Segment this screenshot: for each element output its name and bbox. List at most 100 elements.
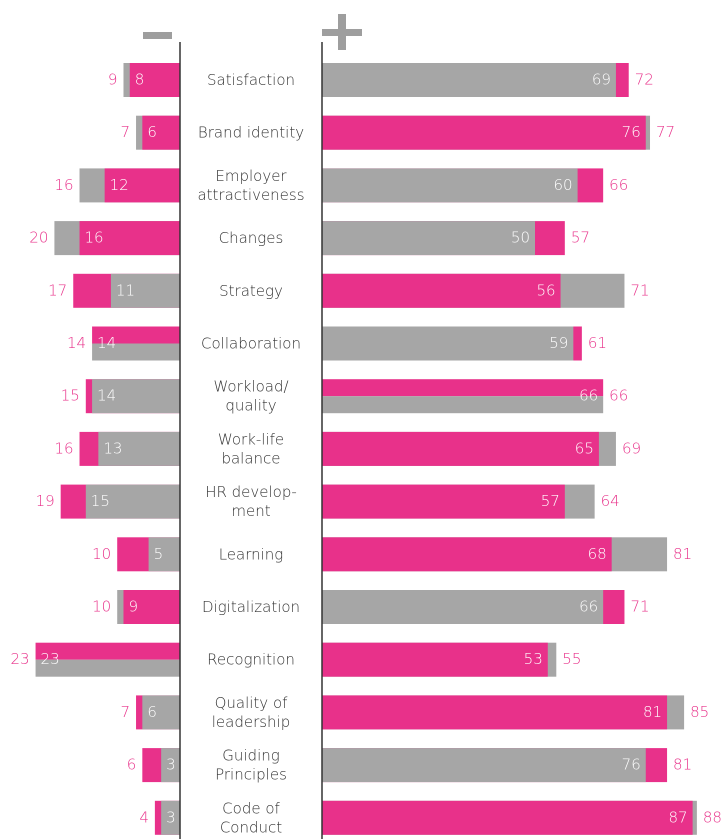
value-label: 66 <box>609 176 628 194</box>
value-label: 68 <box>588 545 607 563</box>
bar <box>98 431 180 466</box>
category-line: HR develop- <box>205 483 297 501</box>
category-label: Code of Conduct <box>220 799 282 836</box>
value-label: 57 <box>541 492 560 510</box>
value-label: 23 <box>41 650 60 668</box>
bar <box>322 63 616 97</box>
value-label: 87 <box>669 808 688 826</box>
bar <box>322 326 574 361</box>
bar <box>148 537 180 572</box>
bar <box>123 590 180 624</box>
category-line: Brand identity <box>198 123 304 141</box>
bar <box>322 379 604 397</box>
bar <box>322 800 693 835</box>
value-label: 16 <box>85 229 104 247</box>
value-label: 66 <box>579 598 598 616</box>
value-label: 81 <box>673 756 692 774</box>
value-label: 50 <box>511 229 530 247</box>
category-label: Brand identity <box>198 123 304 141</box>
value-label: 10 <box>92 598 111 616</box>
value-label: 59 <box>549 334 568 352</box>
category-label: Quality of leadership <box>212 693 291 730</box>
value-label: 17 <box>48 281 67 299</box>
value-label: 81 <box>673 545 692 563</box>
bar <box>92 379 180 414</box>
bar <box>104 168 180 203</box>
bar <box>322 115 646 150</box>
value-label: 10 <box>92 545 111 563</box>
category-label: Employer attractiveness <box>197 166 304 203</box>
category-line: Employer <box>215 166 287 184</box>
value-label: 11 <box>116 281 135 299</box>
value-label: 76 <box>622 756 641 774</box>
value-label: 64 <box>601 492 620 510</box>
value-label: 8 <box>135 71 145 89</box>
value-label: 69 <box>622 439 641 457</box>
value-label: 56 <box>536 281 555 299</box>
value-label: 88 <box>703 808 722 826</box>
value-label: 6 <box>147 703 157 721</box>
value-label: 6 <box>147 123 157 141</box>
value-label: 3 <box>166 808 176 826</box>
value-label: 15 <box>91 492 110 510</box>
category-label: Work-life balance <box>218 430 284 467</box>
value-label: 71 <box>630 281 649 299</box>
value-label: 9 <box>108 71 118 89</box>
value-label: 20 <box>29 229 48 247</box>
value-label: 53 <box>524 650 543 668</box>
bars <box>35 63 697 835</box>
bar <box>322 431 599 466</box>
bar <box>161 800 180 835</box>
category-line: Recognition <box>207 650 295 668</box>
category-line: quality <box>225 396 276 414</box>
bar <box>322 590 604 624</box>
category-line: Collaboration <box>201 334 301 352</box>
value-label: 19 <box>36 492 55 510</box>
value-label: 72 <box>635 71 654 89</box>
bar <box>35 659 181 677</box>
category-line: balance <box>221 449 280 467</box>
value-label: 16 <box>54 439 73 457</box>
value-label: 60 <box>554 176 573 194</box>
bar <box>322 748 646 783</box>
category-line: Principles <box>215 765 287 783</box>
value-label: 81 <box>643 703 662 721</box>
bar <box>322 168 578 203</box>
bar <box>129 63 180 97</box>
bar <box>142 695 180 730</box>
value-label: 69 <box>592 71 611 89</box>
value-label: 76 <box>622 123 641 141</box>
value-label: 12 <box>110 176 129 194</box>
bar <box>322 273 561 308</box>
category-line: Conduct <box>220 818 282 836</box>
value-label: 57 <box>571 229 590 247</box>
category-line: ment <box>231 502 270 520</box>
category-line: Learning <box>219 545 284 563</box>
value-label: 14 <box>97 334 116 352</box>
category-line: Changes <box>219 229 284 247</box>
bar <box>322 537 612 572</box>
bar <box>79 221 180 256</box>
value-label: 71 <box>630 598 649 616</box>
plus-sign-v <box>338 14 346 50</box>
value-label: 4 <box>139 808 149 826</box>
value-label: 55 <box>562 650 581 668</box>
category-label: Satisfaction <box>207 71 295 89</box>
category-label: Changes <box>219 229 284 247</box>
category-line: Strategy <box>219 281 283 299</box>
category-line: Satisfaction <box>207 71 295 89</box>
category-line: Work-life <box>218 430 284 448</box>
bar <box>110 273 180 308</box>
value-label: 7 <box>120 123 130 141</box>
value-label: 61 <box>588 334 607 352</box>
category-line: leadership <box>212 712 291 730</box>
category-label: Digitalization <box>202 598 300 616</box>
value-label: 66 <box>609 387 628 405</box>
value-label: 13 <box>103 439 122 457</box>
bar <box>322 484 565 519</box>
category-line: attractiveness <box>197 185 304 203</box>
value-label: 16 <box>54 176 73 194</box>
value-label: 7 <box>120 703 130 721</box>
category-label: Learning <box>219 545 284 563</box>
